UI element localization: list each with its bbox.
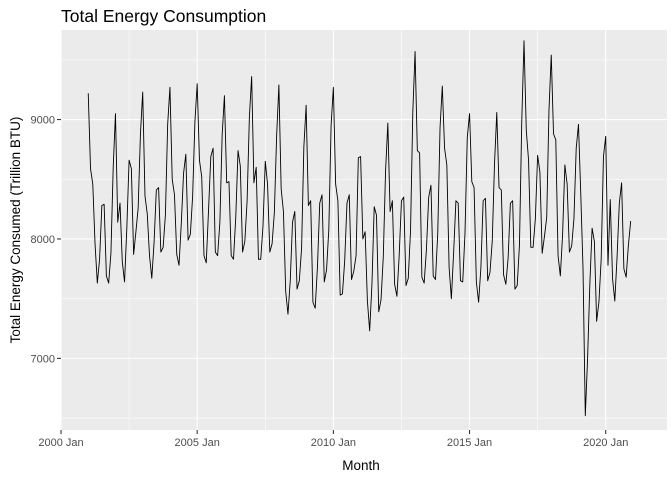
x-tick-label: 2015 Jan: [447, 437, 492, 449]
y-tick-label: 9000: [31, 115, 55, 127]
x-tick-label: 2020 Jan: [583, 437, 628, 449]
x-tick-label: 2000 Jan: [38, 437, 83, 449]
y-axis-label: Total Energy Consumed (Trillion BTU): [8, 117, 23, 344]
x-tick-label: 2005 Jan: [175, 437, 220, 449]
chart-title: Total Energy Consumption: [61, 6, 266, 26]
energy-consumption-line: [87, 40, 632, 417]
y-axis: 7000 8000 9000: [31, 115, 61, 365]
y-tick-label: 8000: [31, 234, 55, 246]
plot-panel: [61, 30, 667, 430]
x-axis-label: Month: [342, 458, 380, 473]
x-axis: 2000 Jan 2005 Jan 2010 Jan 2015 Jan 2020 Jan: [38, 430, 628, 449]
x-tick-label: 2010 Jan: [311, 437, 356, 449]
y-tick-label: 7000: [31, 353, 55, 365]
